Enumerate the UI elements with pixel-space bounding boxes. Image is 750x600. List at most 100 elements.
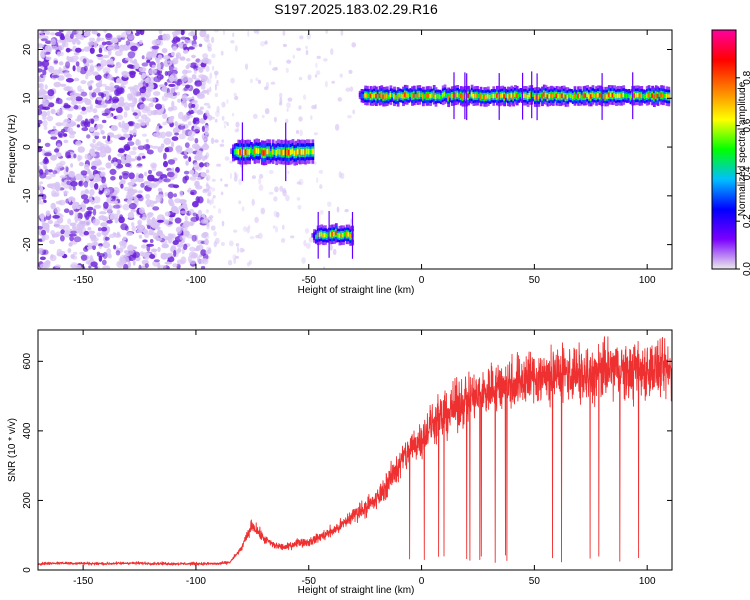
- heatmap-speckle: [206, 88, 210, 96]
- heatmap-speckle: [78, 220, 86, 228]
- heatmap-speckle: [70, 33, 74, 39]
- heatmap-speckle: [87, 170, 93, 175]
- heatmap-cell: [514, 92, 517, 97]
- heatmap-speckle: [170, 87, 175, 94]
- heatmap-speckle: [224, 183, 229, 187]
- heatmap-speckle: [190, 189, 197, 196]
- heatmap-speckle: [87, 41, 94, 46]
- spectrogram-ytick-label: 20: [22, 44, 33, 56]
- heatmap-speckle: [173, 193, 178, 198]
- heatmap-speckle: [234, 173, 237, 178]
- heatmap-speckle: [226, 99, 229, 104]
- heatmap-speckle: [116, 163, 124, 169]
- heatmap-speckle: [70, 95, 77, 102]
- heatmap-cell: [434, 94, 438, 100]
- heatmap-speckle: [155, 103, 162, 110]
- heatmap-speckle: [286, 102, 291, 109]
- heatmap-speckle: [73, 236, 82, 243]
- heatmap-speckle: [67, 154, 72, 159]
- heatmap-speckle: [182, 43, 188, 51]
- heatmap-cell: [384, 94, 387, 99]
- heatmap-speckle: [130, 196, 136, 200]
- heatmap-speckle: [101, 92, 104, 99]
- heatmap-speckle: [188, 102, 194, 109]
- heatmap-speckle: [292, 54, 295, 59]
- heatmap-cell: [479, 94, 483, 99]
- spectrogram-frame: [37, 29, 673, 270]
- heatmap-speckle: [40, 38, 48, 42]
- heatmap-speckle: [91, 30, 98, 35]
- heatmap-speckle: [145, 122, 149, 126]
- heatmap-speckle: [241, 206, 245, 212]
- heatmap-speckle: [40, 229, 47, 236]
- heatmap-speckle: [176, 227, 183, 234]
- heatmap-speckle: [73, 52, 80, 56]
- heatmap-speckle: [190, 216, 198, 223]
- heatmap-speckle: [200, 172, 207, 178]
- heatmap-speckle: [223, 121, 228, 125]
- heatmap-cell: [519, 92, 523, 97]
- heatmap-speckle: [40, 91, 45, 95]
- heatmap-speckle: [275, 226, 278, 233]
- heatmap-speckle: [232, 112, 235, 117]
- heatmap-speckle: [38, 108, 43, 116]
- heatmap-speckle: [227, 259, 233, 266]
- heatmap-speckle: [301, 257, 306, 264]
- heatmap-speckle: [144, 263, 149, 268]
- heatmap-cell: [546, 94, 550, 99]
- heatmap-cell: [275, 150, 279, 156]
- heatmap-speckle: [71, 100, 78, 106]
- heatmap-speckle: [108, 86, 114, 93]
- heatmap-speckle: [125, 40, 131, 46]
- heatmap-speckle: [62, 120, 69, 127]
- heatmap-cell: [468, 94, 472, 99]
- heatmap-speckle: [210, 225, 216, 231]
- heatmap-spike: [536, 73, 538, 121]
- heatmap-speckle: [123, 122, 130, 130]
- heatmap-speckle: [334, 123, 340, 131]
- heatmap-speckle: [210, 36, 215, 44]
- heatmap-cell: [660, 92, 663, 98]
- heatmap-speckle: [205, 209, 209, 214]
- heatmap-speckle: [100, 222, 108, 228]
- heatmap-speckle: [123, 241, 127, 248]
- heatmap-spike: [522, 72, 524, 120]
- heatmap-speckle: [121, 154, 125, 161]
- heatmap-cell: [441, 93, 445, 98]
- heatmap-speckle: [163, 152, 167, 160]
- heatmap-speckle: [329, 244, 333, 251]
- heatmap-speckle: [110, 200, 118, 204]
- heatmap-cell: [375, 94, 378, 99]
- heatmap-speckle: [247, 30, 250, 37]
- heatmap-cell: [358, 92, 362, 98]
- heatmap-speckle: [340, 172, 345, 180]
- heatmap-speckle: [257, 79, 262, 85]
- heatmap-speckle: [347, 115, 352, 119]
- heatmap-speckle: [318, 169, 324, 174]
- heatmap-speckle: [151, 64, 156, 69]
- heatmap-speckle: [336, 206, 340, 213]
- heatmap-speckle: [115, 106, 123, 114]
- heatmap-speckle: [48, 65, 55, 74]
- heatmap-speckle: [167, 191, 174, 199]
- heatmap-speckle: [192, 212, 197, 217]
- colorbar-label: Normalized spectral amplitude: [737, 81, 748, 216]
- heatmap-speckle: [68, 242, 73, 247]
- heatmap-speckle: [61, 181, 64, 187]
- heatmap-cell: [398, 93, 402, 98]
- heatmap-speckle: [137, 163, 143, 167]
- heatmap-speckle: [45, 210, 51, 217]
- heatmap-speckle: [193, 69, 197, 74]
- heatmap-speckle: [94, 114, 99, 119]
- heatmap-speckle: [155, 125, 160, 133]
- heatmap-speckle: [139, 121, 146, 126]
- heatmap-speckle: [63, 71, 70, 78]
- heatmap-speckle: [146, 52, 154, 59]
- heatmap-speckle: [187, 121, 192, 126]
- heatmap-speckle: [248, 224, 251, 229]
- heatmap-speckle: [80, 80, 87, 85]
- heatmap-cell: [307, 148, 311, 155]
- heatmap-speckle: [127, 120, 136, 127]
- heatmap-speckle: [118, 96, 125, 104]
- heatmap-speckle: [189, 246, 196, 252]
